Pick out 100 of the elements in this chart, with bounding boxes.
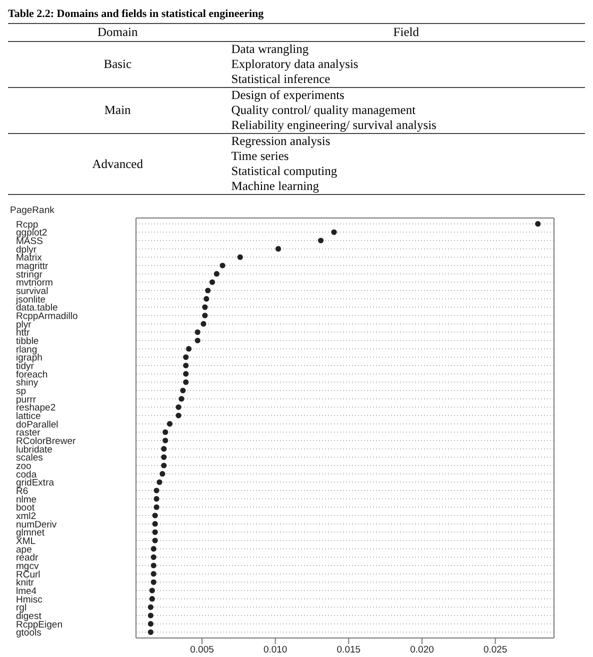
point (202, 304, 208, 310)
point (161, 446, 167, 452)
y-tick-label: R6 (16, 486, 28, 497)
y-tick-label: gridExtra (16, 478, 55, 489)
point (178, 396, 184, 402)
y-tick-label: RColorBrewer (16, 436, 76, 447)
text: Reliability engineering/ survival analysis (231, 118, 436, 132)
y-tick-label: scales (16, 452, 44, 464)
point (194, 338, 200, 344)
point (204, 296, 210, 302)
point (152, 538, 158, 544)
point (183, 362, 189, 368)
y-tick-label: mgcv (16, 561, 39, 572)
y-tick-label: Hmisc (16, 594, 43, 606)
text: Design of experiments (231, 88, 344, 102)
y-tick-label: Matrix (16, 252, 42, 264)
text: Statistical computing (231, 164, 338, 178)
text: Exploratory data analysis (231, 57, 358, 71)
point (183, 379, 189, 385)
point (176, 412, 182, 418)
point (148, 612, 154, 618)
text: Main (104, 103, 131, 117)
y-tick-label: knitr (16, 578, 34, 589)
y-tick-label: stringr (16, 269, 42, 280)
point (331, 229, 337, 235)
point (149, 588, 155, 594)
point (154, 488, 160, 494)
point (148, 621, 154, 627)
text: Table 2.2: Domains and fields in statistical engineering (8, 8, 265, 20)
y-tick-label: dplyr (16, 244, 37, 256)
y-tick-label: plyr (16, 319, 32, 330)
y-tick-label: tibble (16, 336, 39, 347)
x-tick-label: 0.010 (263, 644, 288, 656)
point (194, 329, 200, 335)
text: Basic (104, 57, 132, 71)
y-tick-label: ggplot2 (16, 228, 48, 239)
y-tick-label: xml2 (16, 511, 36, 522)
point (152, 529, 158, 535)
y-tick-label: rgl (16, 602, 27, 614)
y-axis-title: PageRank (10, 205, 54, 216)
y-tick-label: XML (16, 536, 36, 547)
text: Data wrangling (231, 42, 309, 56)
text: Time series (231, 149, 289, 163)
point (150, 571, 156, 577)
y-tick-label: magrittr (16, 261, 48, 272)
point (156, 479, 162, 485)
point (200, 321, 206, 327)
point (150, 554, 156, 560)
point (180, 388, 186, 394)
point (535, 221, 541, 227)
point (161, 462, 167, 468)
text: Quality control/ quality management (231, 103, 416, 117)
point (183, 354, 189, 360)
point (237, 254, 243, 260)
y-tick-label: RcppEigen (16, 619, 62, 630)
point (214, 271, 220, 277)
text: Machine learning (231, 179, 320, 193)
x-tick-label: 0.005 (190, 644, 214, 656)
y-tick-label: lattice (16, 411, 41, 422)
point (150, 562, 156, 568)
point (150, 579, 156, 585)
y-tick-label: Rcpp (16, 219, 38, 230)
text: Advanced (92, 156, 143, 170)
point (148, 604, 154, 610)
point (160, 471, 166, 477)
y-tick-label: igraph (16, 352, 42, 364)
point (161, 454, 167, 460)
y-tick-label: reshape2 (16, 402, 56, 414)
y-tick-label: sp (16, 386, 26, 397)
y-tick-label: MASS (16, 236, 43, 247)
y-tick-label: readr (16, 552, 38, 564)
y-tick-label: RcppArmadillo (16, 311, 78, 322)
y-tick-label: digest (16, 611, 42, 622)
text: Statistical inference (231, 72, 330, 86)
point (275, 246, 282, 252)
y-tick-label: data.table (16, 302, 58, 314)
text: Regression analysis (231, 134, 330, 148)
point (166, 421, 173, 427)
point (152, 512, 158, 518)
y-tick-label: glmnet (16, 528, 45, 539)
y-tick-label: zoo (16, 461, 32, 472)
category-label: Field (392, 24, 420, 41)
point (150, 546, 156, 552)
y-tick-label: doParallel (16, 419, 58, 430)
point (149, 596, 155, 602)
point (154, 496, 160, 502)
y-tick-label: rlang (16, 344, 38, 356)
y-tick-label: shiny (16, 378, 38, 389)
point (162, 429, 168, 435)
point (186, 346, 192, 352)
point (148, 629, 154, 635)
category-label: Domain (96, 24, 139, 41)
x-tick-label: 0.015 (336, 644, 361, 656)
point (202, 312, 208, 318)
y-tick-label: survival (16, 286, 48, 297)
point (183, 371, 189, 377)
y-tick-label: gtools (16, 628, 42, 639)
x-tick-label: 0.025 (483, 644, 508, 656)
point (176, 404, 182, 410)
x-tick-label: 0.020 (410, 644, 434, 656)
